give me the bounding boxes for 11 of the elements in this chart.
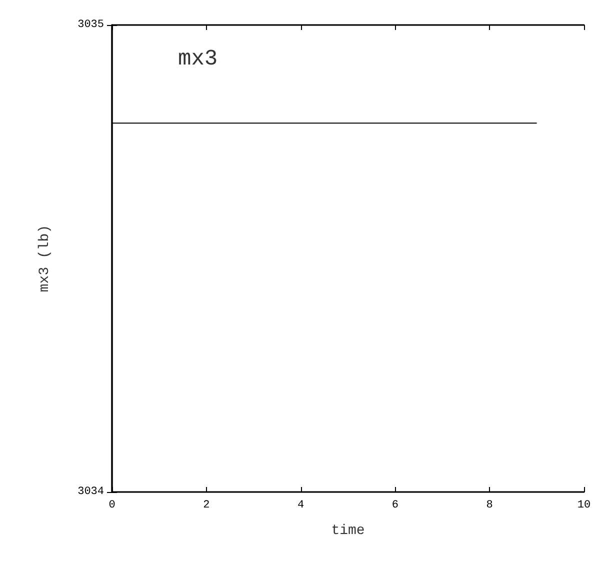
x-axis-title: time [331,523,365,539]
x-tick-label: 0 [108,500,116,512]
y-tick-label: 3035 [78,19,104,31]
x-tick-label: 2 [203,500,210,512]
x-tick-label: 6 [392,500,399,512]
text: mx3 [178,46,218,72]
x-tick-label: 10 [577,500,591,512]
x-tick-label: 8 [486,500,493,512]
y-axis-title: mx3 (lb) [37,224,53,292]
x-tick-label: 4 [297,500,304,512]
y-tick-label: 3034 [78,486,104,498]
